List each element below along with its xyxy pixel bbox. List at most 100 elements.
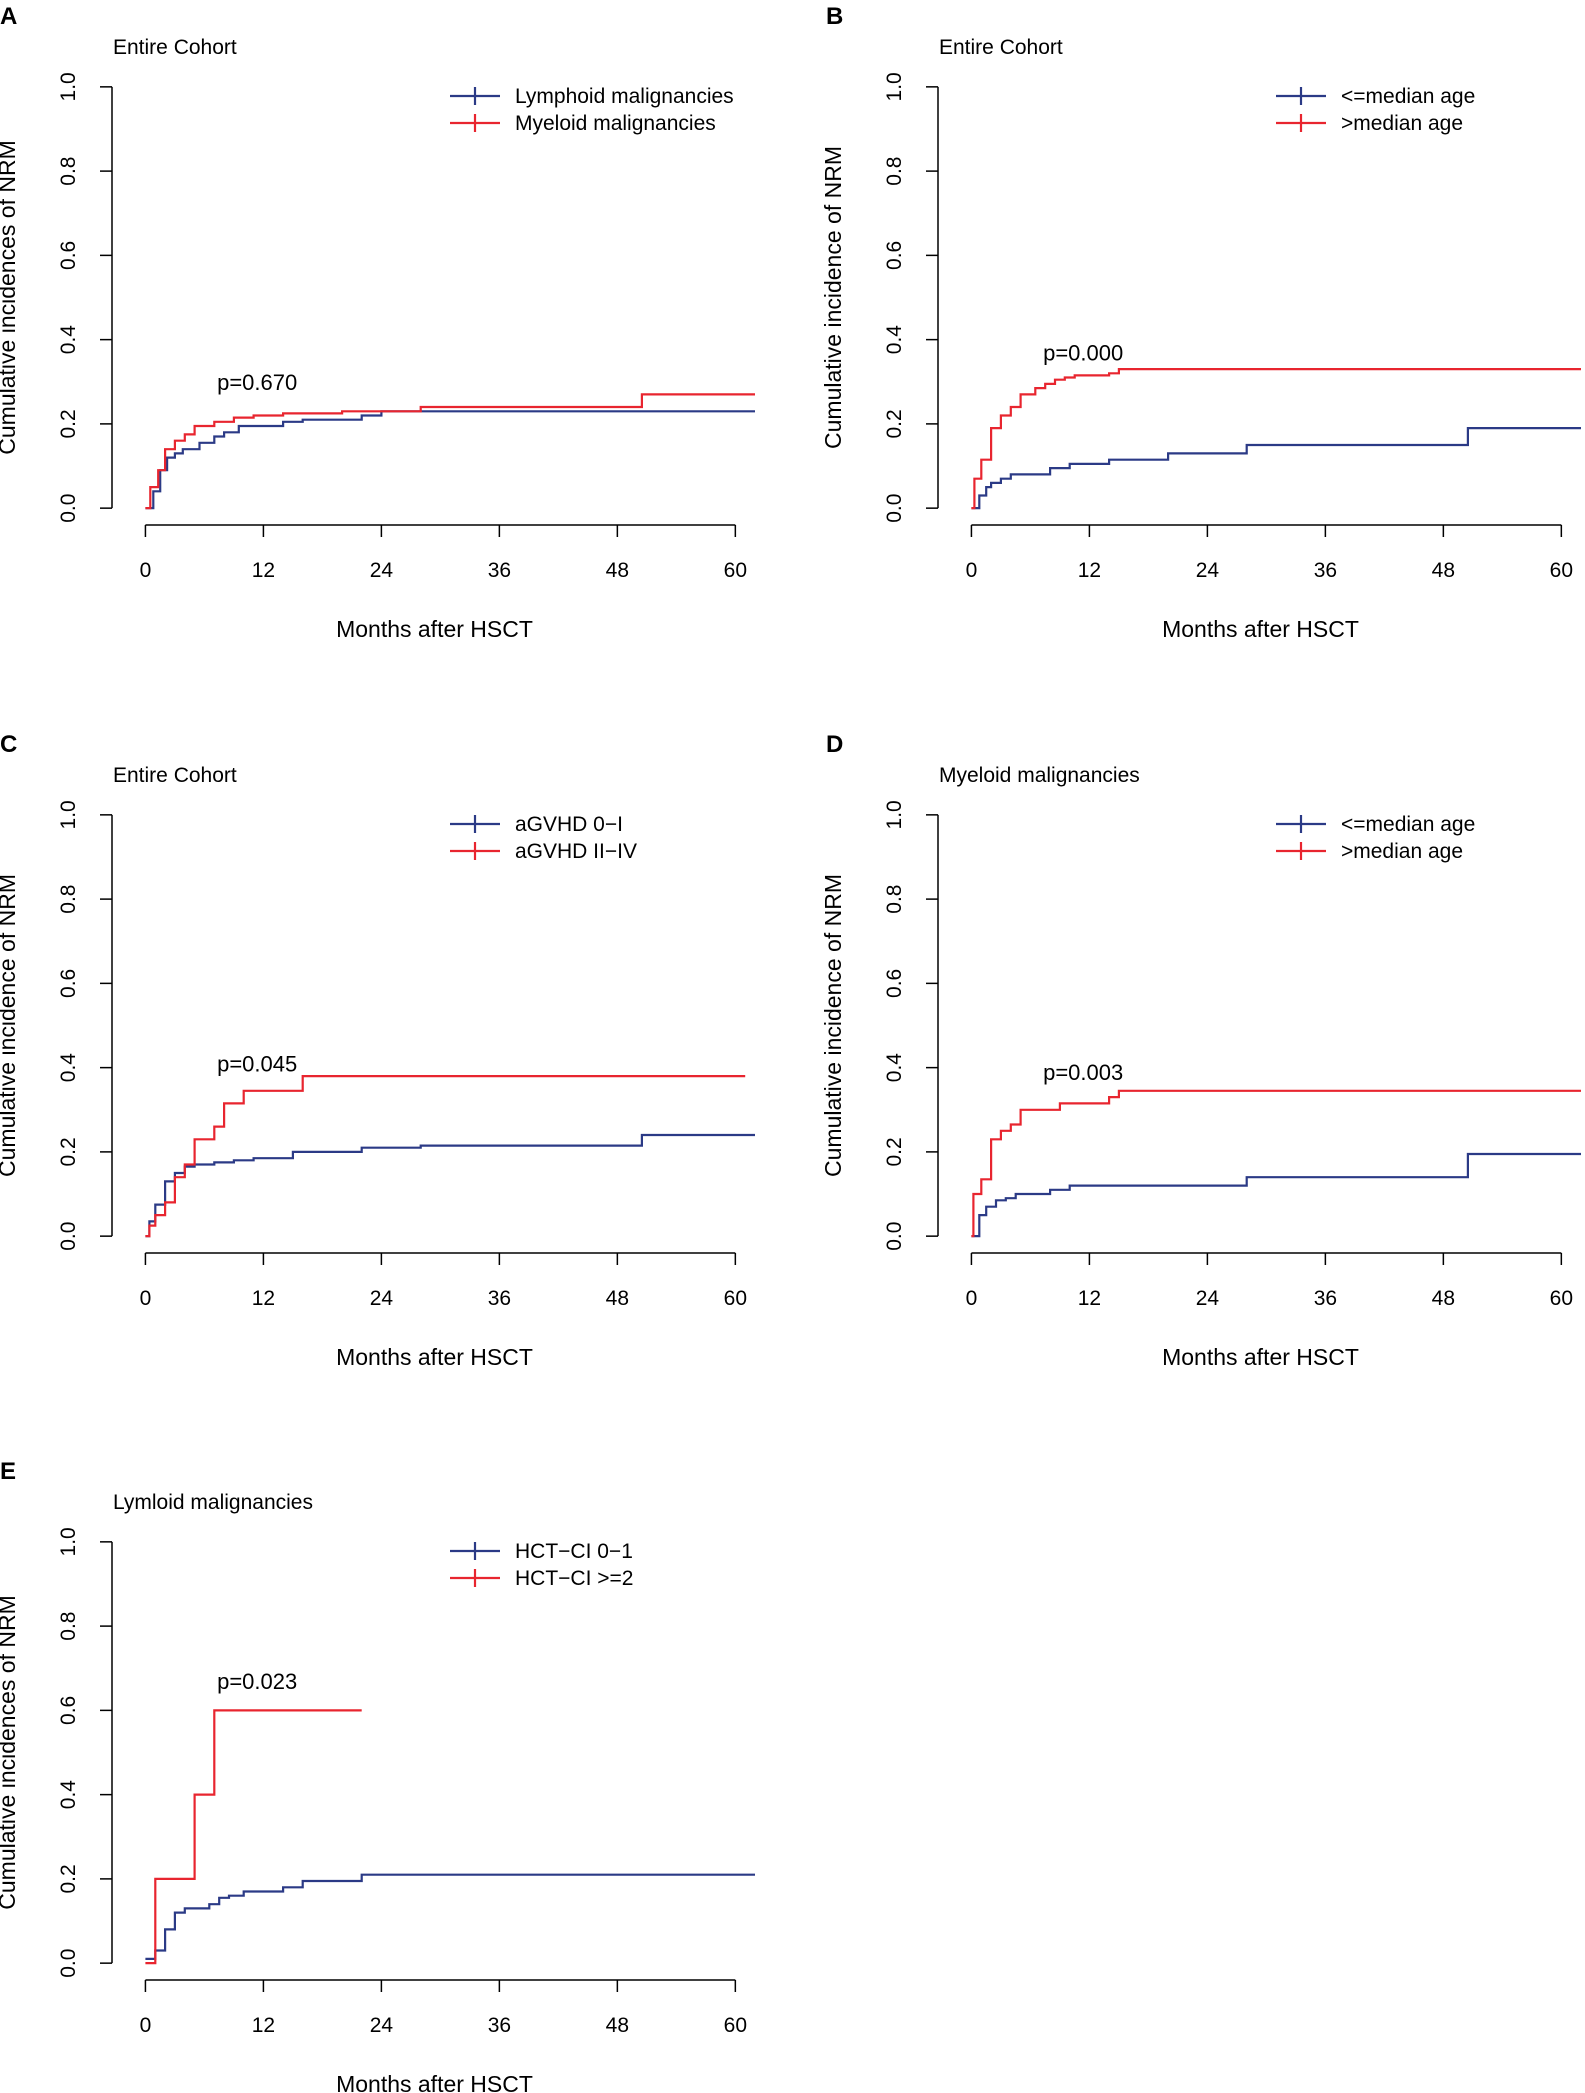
x-tick-label: 12	[1078, 559, 1101, 582]
x-tick-label: 60	[1550, 559, 1573, 582]
series-line-1	[145, 1133, 755, 1238]
x-tick-label: 36	[1314, 559, 1337, 582]
y-axis-label: Cumulative incidence of NRM	[0, 874, 20, 1177]
legend-label: Myeloid malignancies	[515, 112, 716, 135]
x-tick-label: 36	[488, 559, 511, 582]
legend-label: <=median age	[1341, 85, 1475, 108]
y-tick-label: 0.2	[57, 409, 80, 438]
y-tick-label: 0.4	[57, 1053, 80, 1083]
legend-label: <=median age	[1341, 813, 1475, 836]
y-tick-label: 0.2	[57, 1864, 80, 1893]
p-value-annotation: p=0.670	[217, 370, 297, 395]
panel-letter: D	[826, 731, 843, 758]
x-tick-label: 36	[488, 1287, 511, 1310]
x-tick-label: 48	[1432, 1287, 1455, 1310]
series-line-2	[971, 1089, 1581, 1238]
panel-d: D Myeloid malignancies 0.0 0.2 0.4 0.6 0.8 1.0 0…	[820, 731, 1581, 1370]
legend-label: >median age	[1341, 112, 1463, 135]
p-value-annotation: p=0.003	[1043, 1060, 1123, 1085]
y-tick-label: 0.8	[883, 157, 906, 186]
panel-letter: B	[826, 3, 843, 30]
x-axis-label: Months after HSCT	[336, 1344, 533, 1370]
x-tick-label: 24	[370, 559, 394, 582]
x-axis-label: Months after HSCT	[336, 616, 533, 642]
panel-e: E Lymloid malignancies 0.0 0.2 0.4 0.6 0.8 1.0 0…	[0, 1458, 755, 2093]
y-tick-label: 0.0	[883, 1222, 906, 1251]
x-tick-label: 24	[1196, 559, 1220, 582]
y-tick-label: 1.0	[57, 72, 80, 101]
y-tick-label: 0.2	[57, 1137, 80, 1166]
y-tick-label: 0.4	[883, 325, 906, 355]
y-tick-label: 0.6	[883, 241, 906, 270]
y-tick-label: 0.8	[883, 885, 906, 914]
panel-c: C Entire Cohort 0.0 0.2 0.4 0.6 0.8 1.0 0 12 24 36 4…	[0, 731, 755, 1370]
p-value-annotation: p=0.023	[217, 1669, 297, 1694]
series-line-1	[145, 410, 755, 510]
legend-label: >median age	[1341, 840, 1463, 863]
x-tick-label: 48	[606, 2014, 629, 2037]
x-tick-label: 36	[488, 2014, 511, 2037]
legend-label: HCT−CI 0−1	[515, 1540, 633, 1563]
y-axis-label: Cumulative incidences of NRM	[0, 140, 20, 454]
legend-label: aGVHD II−IV	[515, 840, 637, 863]
x-axis-label: Months after HSCT	[1162, 1344, 1359, 1370]
y-tick-label: 0.0	[883, 494, 906, 523]
y-tick-label: 0.4	[57, 1780, 80, 1810]
x-tick-label: 60	[724, 2014, 747, 2037]
x-tick-label: 48	[606, 1287, 629, 1310]
panel-subtitle: Entire Cohort	[939, 36, 1063, 59]
y-tick-label: 0.4	[57, 325, 80, 355]
y-tick-label: 0.6	[883, 969, 906, 998]
x-tick-label: 0	[140, 559, 152, 582]
y-tick-label: 0.6	[57, 241, 80, 270]
y-tick-label: 0.8	[57, 1612, 80, 1641]
panel-letter: A	[0, 3, 17, 30]
x-tick-label: 12	[252, 1287, 275, 1310]
y-tick-label: 0.2	[883, 1137, 906, 1166]
panel-subtitle: Entire Cohort	[113, 36, 237, 59]
series-line-1	[971, 1152, 1581, 1238]
x-axis-label: Months after HSCT	[336, 2071, 533, 2093]
series-line-2	[145, 1075, 746, 1238]
x-tick-label: 24	[370, 2014, 394, 2037]
x-tick-label: 24	[1196, 1287, 1220, 1310]
series-line-1	[145, 1873, 755, 1960]
y-axis-label: Cumulative incidence of NRM	[820, 874, 846, 1177]
panel-letter: C	[0, 731, 17, 758]
y-tick-label: 1.0	[57, 800, 80, 829]
x-tick-label: 60	[1550, 1287, 1573, 1310]
x-tick-label: 48	[606, 559, 629, 582]
x-tick-label: 36	[1314, 1287, 1337, 1310]
series-line-1	[971, 427, 1581, 510]
y-tick-label: 1.0	[57, 1527, 80, 1556]
y-tick-label: 1.0	[883, 72, 906, 101]
panel-subtitle: Entire Cohort	[113, 764, 237, 787]
x-tick-label: 60	[724, 1287, 747, 1310]
x-tick-label: 0	[140, 2014, 152, 2037]
y-tick-label: 0.8	[57, 885, 80, 914]
x-tick-label: 60	[724, 559, 747, 582]
x-tick-label: 48	[1432, 559, 1455, 582]
x-tick-label: 12	[1078, 1287, 1101, 1310]
x-tick-label: 0	[966, 1287, 978, 1310]
y-tick-label: 0.6	[57, 969, 80, 998]
y-tick-label: 0.2	[883, 409, 906, 438]
y-tick-label: 0.4	[883, 1053, 906, 1083]
y-axis-label: Cumulative incidence of NRM	[820, 146, 846, 449]
x-tick-label: 0	[966, 559, 978, 582]
x-tick-label: 12	[252, 559, 275, 582]
panel-letter: E	[0, 1458, 16, 1485]
y-tick-label: 1.0	[883, 800, 906, 829]
panel-subtitle: Myeloid malignancies	[939, 764, 1140, 787]
x-tick-label: 0	[140, 1287, 152, 1310]
panel-b: B Entire Cohort 0.0 0.2 0.4 0.6 0.8 1.0 0 12 24 36 4…	[820, 3, 1581, 642]
series-line-2	[145, 1709, 362, 1965]
series-line-2	[145, 393, 755, 510]
x-axis-label: Months after HSCT	[1162, 616, 1359, 642]
y-tick-label: 0.0	[57, 494, 80, 523]
legend-label: Lymphoid malignancies	[515, 85, 734, 108]
y-tick-label: 0.6	[57, 1696, 80, 1725]
y-tick-label: 0.0	[57, 1949, 80, 1978]
legend-label: aGVHD 0−I	[515, 813, 623, 836]
